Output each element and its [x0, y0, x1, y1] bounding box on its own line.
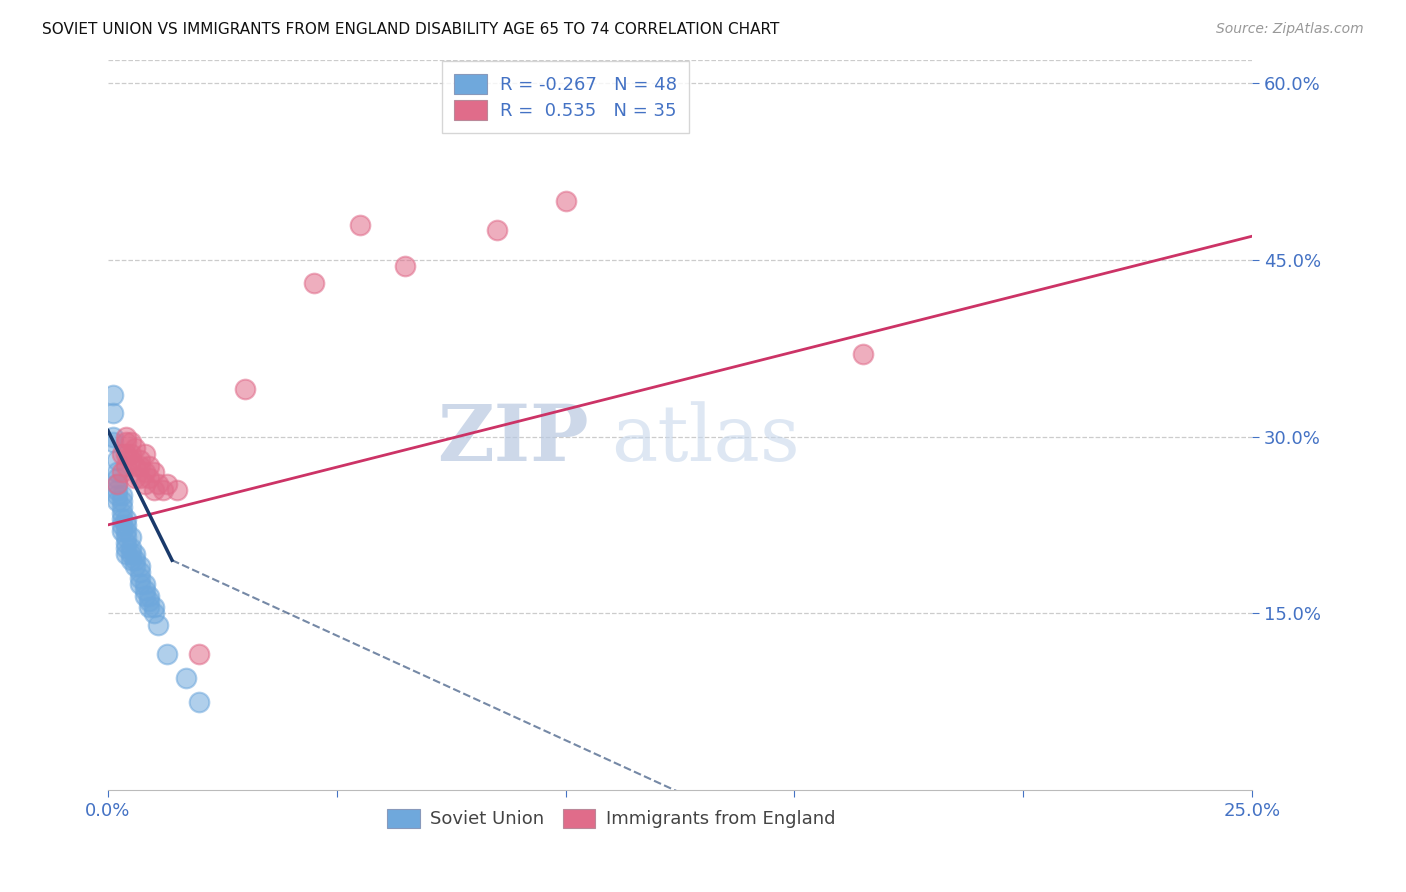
Point — [554, 194, 576, 208]
Point — [111, 494, 134, 508]
Point — [302, 277, 325, 291]
Point — [134, 582, 156, 597]
Point — [111, 524, 134, 538]
Point — [142, 600, 165, 615]
Legend: Soviet Union, Immigrants from England: Soviet Union, Immigrants from England — [380, 801, 842, 836]
Point — [115, 535, 138, 549]
Point — [134, 576, 156, 591]
Point — [101, 406, 124, 420]
Point — [115, 541, 138, 556]
Point — [111, 517, 134, 532]
Point — [115, 530, 138, 544]
Point — [115, 512, 138, 526]
Point — [105, 494, 128, 508]
Point — [111, 506, 134, 520]
Point — [105, 471, 128, 485]
Point — [120, 435, 142, 450]
Point — [115, 447, 138, 461]
Point — [129, 565, 152, 579]
Point — [188, 648, 211, 662]
Point — [105, 453, 128, 467]
Point — [124, 553, 146, 567]
Point — [124, 559, 146, 574]
Point — [148, 476, 170, 491]
Point — [138, 471, 160, 485]
Point — [115, 524, 138, 538]
Point — [124, 471, 146, 485]
Point — [101, 388, 124, 402]
Point — [233, 383, 256, 397]
Point — [852, 347, 875, 361]
Point — [115, 435, 138, 450]
Point — [115, 429, 138, 443]
Point — [120, 530, 142, 544]
Point — [134, 476, 156, 491]
Point — [138, 458, 160, 473]
Point — [105, 476, 128, 491]
Point — [120, 547, 142, 561]
Point — [129, 453, 152, 467]
Point — [120, 453, 142, 467]
Point — [111, 512, 134, 526]
Point — [138, 589, 160, 603]
Point — [134, 465, 156, 479]
Point — [124, 458, 146, 473]
Point — [101, 429, 124, 443]
Point — [105, 483, 128, 497]
Point — [105, 465, 128, 479]
Point — [349, 218, 371, 232]
Point — [152, 483, 174, 497]
Point — [115, 458, 138, 473]
Point — [124, 442, 146, 456]
Point — [111, 488, 134, 502]
Point — [101, 435, 124, 450]
Point — [485, 223, 508, 237]
Point — [156, 648, 179, 662]
Point — [120, 553, 142, 567]
Point — [142, 465, 165, 479]
Point — [120, 541, 142, 556]
Point — [111, 447, 134, 461]
Point — [115, 517, 138, 532]
Point — [105, 488, 128, 502]
Point — [111, 465, 134, 479]
Point — [111, 500, 134, 515]
Text: SOVIET UNION VS IMMIGRANTS FROM ENGLAND DISABILITY AGE 65 TO 74 CORRELATION CHAR: SOVIET UNION VS IMMIGRANTS FROM ENGLAND … — [42, 22, 779, 37]
Text: atlas: atlas — [612, 401, 800, 477]
Point — [142, 606, 165, 620]
Point — [120, 447, 142, 461]
Point — [129, 559, 152, 574]
Point — [138, 594, 160, 608]
Point — [115, 547, 138, 561]
Point — [138, 600, 160, 615]
Point — [156, 476, 179, 491]
Point — [129, 576, 152, 591]
Point — [134, 589, 156, 603]
Point — [148, 618, 170, 632]
Point — [188, 695, 211, 709]
Point — [394, 259, 416, 273]
Point — [129, 458, 152, 473]
Point — [105, 476, 128, 491]
Point — [174, 671, 197, 685]
Text: ZIP: ZIP — [437, 401, 588, 477]
Point — [134, 447, 156, 461]
Point — [124, 547, 146, 561]
Point — [166, 483, 188, 497]
Text: Source: ZipAtlas.com: Source: ZipAtlas.com — [1216, 22, 1364, 37]
Point — [129, 571, 152, 585]
Point — [129, 471, 152, 485]
Point — [142, 483, 165, 497]
